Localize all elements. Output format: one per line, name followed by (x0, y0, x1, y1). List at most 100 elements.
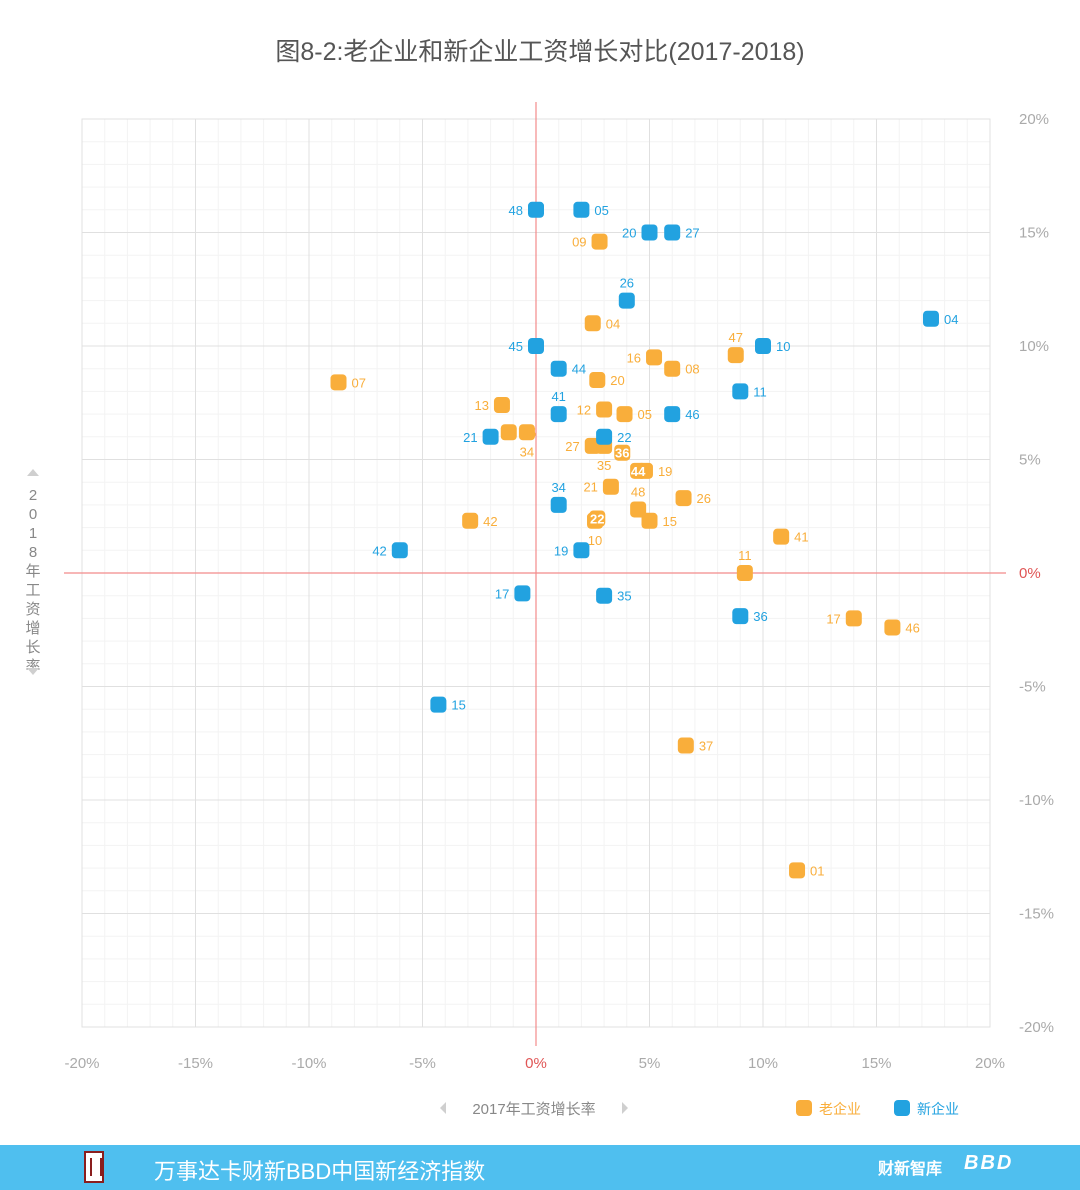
new-company-point-36 (732, 608, 749, 625)
old-company-label-08: 08 (685, 362, 699, 377)
old-company-point-11 (736, 565, 753, 581)
old-company-label-19: 19 (658, 464, 672, 479)
old-company-point-45 (500, 424, 517, 441)
new-company-point-46 (664, 406, 681, 423)
old-company-point-41 (773, 528, 790, 545)
old-company-label-16: 16 (627, 350, 641, 365)
x-tick-label: 5% (639, 1055, 661, 1072)
old-company-label-26: 26 (697, 491, 711, 506)
legend-label-old: 老企业 (819, 1101, 861, 1117)
new-company-label-45: 45 (509, 339, 523, 354)
old-company-point-26 (675, 490, 692, 507)
new-company-label-48: 48 (509, 203, 523, 218)
y-tick-label: -20% (1019, 1019, 1054, 1036)
new-company-label-05: 05 (594, 203, 608, 218)
y-tick-label: 15% (1019, 225, 1049, 242)
old-company-point-42 (462, 512, 479, 529)
new-company-label-46: 46 (685, 407, 699, 422)
x-axis-label: 2017年工资增长率 (472, 1101, 595, 1118)
new-company-point-17 (514, 585, 531, 602)
old-company-label-37: 37 (699, 739, 713, 754)
old-company-point-07 (330, 374, 347, 391)
old-company-label-17: 17 (826, 611, 840, 626)
new-company-label-26: 26 (620, 276, 634, 291)
old-company-point-22 (589, 510, 606, 527)
new-company-point-21 (482, 428, 499, 445)
old-company-label-47: 47 (729, 330, 743, 345)
old-company-label-13: 13 (474, 398, 488, 413)
new-company-label-35: 35 (617, 589, 631, 604)
y-tick-label: -15% (1019, 906, 1054, 923)
old-company-label-41: 41 (794, 530, 808, 545)
new-company-point-41 (550, 406, 567, 423)
old-company-label-05: 05 (638, 407, 652, 422)
old-company-point-34 (518, 424, 535, 441)
old-company-label-34: 34 (520, 444, 534, 459)
x-axis-left-arrow-icon (440, 1102, 446, 1114)
new-company-label-15: 15 (451, 698, 465, 713)
old-company-label-01: 01 (810, 863, 824, 878)
new-company-label-04: 04 (944, 312, 958, 327)
x-tick-label: 10% (748, 1055, 778, 1072)
old-company-point-16 (646, 349, 663, 366)
new-company-point-35 (596, 587, 613, 604)
old-company-label-45: 45 (522, 425, 536, 440)
new-company-point-20 (641, 224, 658, 241)
old-company-label-46: 46 (905, 620, 919, 635)
bbd-logo: BBD (964, 1152, 1014, 1174)
x-axis-right-arrow-icon (622, 1102, 628, 1114)
new-company-label-17: 17 (495, 586, 509, 601)
footer-title: 万事达卡财新BBD中国新经济指数 (154, 1159, 486, 1184)
y-tick-label: -10% (1019, 792, 1054, 809)
y-tick-label: 0% (1019, 565, 1041, 582)
old-company-label-42: 42 (483, 514, 497, 529)
old-company-label-21: 21 (583, 480, 597, 495)
old-company-label-22: 22 (590, 512, 604, 527)
new-company-label-22: 22 (617, 430, 631, 445)
x-tick-label: 0% (525, 1055, 547, 1072)
new-company-label-41: 41 (551, 389, 565, 404)
new-company-label-21: 21 (463, 430, 477, 445)
x-tick-label: 20% (975, 1055, 1005, 1072)
new-company-point-42 (391, 542, 408, 559)
y-tick-label: 10% (1019, 338, 1049, 355)
old-company-point-04 (584, 315, 601, 332)
x-tick-label: -20% (64, 1055, 99, 1072)
old-company-label-27: 27 (565, 439, 579, 454)
legend-swatch-new (894, 1100, 910, 1116)
caixin-think-tank-logo: 财新智库 (878, 1161, 943, 1178)
new-company-label-19: 19 (554, 543, 568, 558)
old-company-label-35: 35 (597, 458, 611, 473)
new-company-point-27 (664, 224, 681, 241)
old-company-label-10: 10 (588, 533, 602, 548)
y-axis-label: 2 0 1 8 年工资增长率 (25, 487, 40, 675)
x-tick-label: -15% (178, 1055, 213, 1072)
new-company-label-27: 27 (685, 226, 699, 241)
legend-label-new: 新企业 (917, 1101, 959, 1117)
new-company-point-19 (573, 542, 590, 559)
new-company-label-34: 34 (551, 480, 565, 495)
old-company-point-09 (591, 233, 608, 250)
old-company-label-44: 44 (631, 464, 646, 479)
old-company-point-46 (884, 619, 901, 636)
old-company-point-15 (641, 512, 658, 529)
new-company-point-34 (550, 496, 567, 513)
old-company-label-20: 20 (610, 373, 624, 388)
old-company-label-09: 09 (572, 235, 586, 250)
y-tick-label: 5% (1019, 452, 1041, 469)
y-tick-label: -5% (1019, 679, 1046, 696)
old-company-point-05 (616, 406, 633, 423)
new-company-label-44: 44 (572, 362, 586, 377)
new-company-point-44 (550, 360, 567, 377)
new-company-label-11: 11 (753, 384, 767, 399)
old-company-point-20 (589, 372, 606, 389)
legend-swatch-old (796, 1100, 812, 1116)
x-tick-label: 15% (861, 1055, 891, 1072)
old-company-point-21 (602, 478, 619, 495)
old-company-label-48: 48 (631, 484, 645, 499)
new-company-point-45 (528, 338, 544, 354)
old-company-label-12: 12 (577, 403, 591, 418)
old-company-label-07: 07 (352, 375, 366, 390)
new-company-point-10 (755, 338, 771, 354)
new-company-point-15 (430, 696, 447, 713)
